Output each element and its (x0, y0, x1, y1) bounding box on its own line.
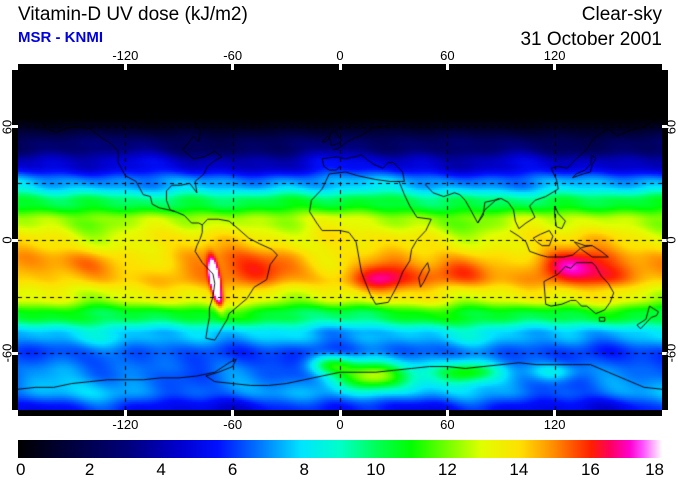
data-source-label: MSR - KNMI (18, 29, 103, 46)
ytick-0-left (12, 238, 18, 242)
ytick-60-left (12, 125, 18, 129)
ytick-label-left-60: 60 (0, 119, 15, 134)
xtick-label-bottom--60: -60 (223, 417, 243, 432)
colorbar-tick-4: 4 (156, 460, 166, 479)
xtick-label-bottom-120: 120 (543, 417, 566, 432)
xtick-0-bot (338, 410, 342, 416)
date-label: 31 October 2001 (520, 29, 662, 50)
world-uv-dose-heatmap (18, 70, 662, 410)
xtick-120-top (553, 64, 557, 70)
xtick-label-bottom-0: 0 (336, 417, 344, 432)
ytick-label-right-60: 60 (663, 119, 678, 134)
xtick-label-top-0: 0 (336, 48, 344, 63)
page-title: Vitamin-D UV dose (kJ/m2) (18, 4, 248, 25)
xtick--60-bot (231, 410, 235, 416)
colorbar-tick-10: 10 (366, 460, 386, 479)
xtick-label-bottom-60: 60 (440, 417, 455, 432)
ytick-0-right (662, 238, 668, 242)
heatmap-canvas (18, 70, 662, 410)
ytick--60-right (662, 351, 668, 355)
xtick--120-top (123, 64, 127, 70)
xtick-120-bot (553, 410, 557, 416)
sky-condition-label: Clear-sky (581, 4, 662, 25)
ytick--60-left (12, 351, 18, 355)
xtick-label-top--60: -60 (223, 48, 243, 63)
xtick-60-bot (445, 410, 449, 416)
ytick-label-right-0: 0 (663, 236, 678, 244)
colorbar-tick-18: 18 (645, 460, 664, 479)
xtick-label-bottom--120: -120 (112, 417, 139, 432)
colorbar-tick-12: 12 (437, 460, 457, 479)
xtick-label-top-120: 120 (543, 48, 566, 63)
xtick-0-top (338, 64, 342, 70)
xtick-label-top-60: 60 (440, 48, 455, 63)
colorbar (18, 440, 662, 458)
colorbar-tick-0: 0 (16, 460, 26, 479)
xtick--60-top (231, 64, 235, 70)
xtick-60-top (445, 64, 449, 70)
ytick-label-right--60: -60 (663, 343, 678, 363)
ytick-60-right (662, 125, 668, 129)
colorbar-tick-8: 8 (299, 460, 309, 479)
xtick-label-top--120: -120 (112, 48, 139, 63)
colorbar-tick-16: 16 (580, 460, 600, 479)
colorbar-tick-6: 6 (227, 460, 238, 479)
colorbar-gradient (18, 440, 662, 458)
ytick-label-left-0: 0 (0, 236, 15, 244)
xtick--120-bot (123, 410, 127, 416)
colorbar-tick-14: 14 (509, 460, 529, 479)
colorbar-tick-2: 2 (84, 460, 95, 479)
ytick-label-left--60: -60 (0, 343, 15, 363)
